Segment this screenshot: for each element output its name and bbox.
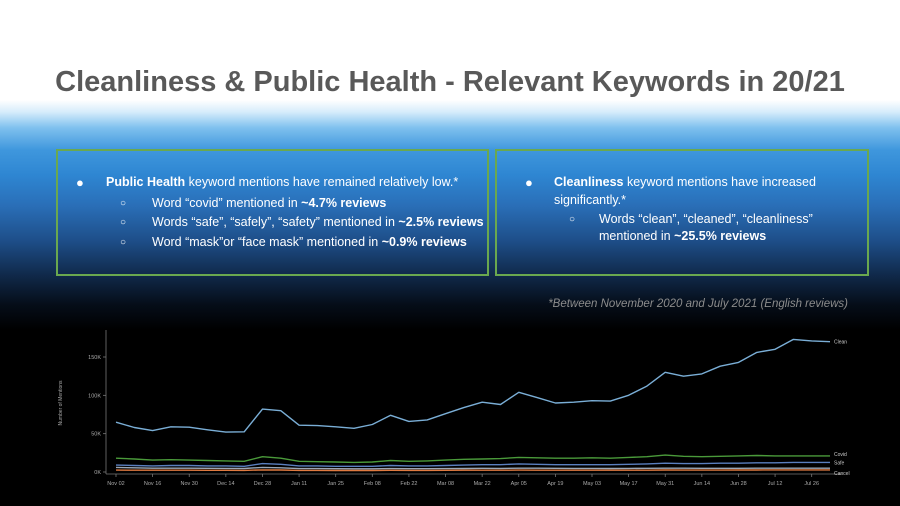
x-tick-label: Mar 08: [437, 481, 454, 487]
x-tick-label: Apr 19: [547, 481, 563, 487]
bullet-icon: ●: [525, 175, 533, 190]
sub-bullet-icon: ○: [120, 217, 127, 228]
series-line-cancel: [115, 469, 830, 472]
x-tick-label: Mar 22: [474, 481, 491, 487]
x-tick-label: May 17: [620, 481, 638, 487]
covid-stat: Word “covid” mentioned in ~4.7% reviews: [152, 196, 386, 210]
cleanliness-text: keyword mentions have increased: [623, 175, 816, 189]
series-line-safe: [115, 461, 830, 468]
y-axis-label: Number of Mentions: [58, 380, 64, 426]
x-tick-label: Feb 08: [364, 481, 381, 487]
x-tick-label: Apr 05: [511, 481, 527, 487]
keyword-mentions-chart: 0K 50K 100K 150K Number of Mentions Nov 02 Nov…: [58, 330, 850, 487]
y-tick-label: 150K: [88, 355, 101, 361]
covid-stat-text: Word “covid” mentioned in: [152, 196, 302, 210]
series-line-covid: [115, 454, 830, 464]
x-tick-label: Jun 14: [694, 481, 711, 487]
mask-stat-text: Word “mask”or “face mask” mentioned in: [152, 235, 382, 249]
mask-stat: Word “mask”or “face mask” mentioned in ~…: [152, 235, 467, 249]
cleanliness-box: ● Cleanliness keyword mentions have incr…: [495, 149, 869, 276]
x-tick-label: May 31: [656, 481, 674, 487]
series-label-cancel: Cancel: [834, 471, 850, 477]
series-line-mask: [115, 466, 830, 470]
clean-stat-line1: Words “clean”, “cleaned”, “cleanliness”: [599, 212, 813, 226]
clean-stat-text: mentioned in: [599, 229, 675, 243]
public-health-box: ● Public Health keyword mentions have re…: [56, 149, 489, 276]
footnote: *Between November 2020 and July 2021 (En…: [548, 298, 848, 310]
covid-stat-value: ~4.7% reviews: [301, 196, 387, 210]
x-tick-label: Dec 28: [254, 481, 271, 487]
mask-stat-value: ~0.9% reviews: [381, 235, 467, 249]
cleanliness-summary-cont: significantly.*: [554, 193, 627, 207]
series-label-clean: Clean: [834, 340, 847, 346]
safe-stat-value: ~2.5% reviews: [398, 215, 484, 229]
series-label-covid: Covid: [834, 452, 847, 458]
x-tick-label: Jul 26: [804, 481, 819, 487]
x-tick-label: Jan 11: [291, 481, 307, 487]
x-tick-label: Nov 16: [144, 481, 161, 487]
cleanliness-label: Cleanliness: [554, 175, 624, 189]
clean-stat-value: ~25.5% reviews: [674, 229, 767, 243]
clean-stat-line2: mentioned in ~25.5% reviews: [599, 229, 766, 243]
x-tick-label: Nov 30: [181, 481, 198, 487]
x-tick-label: Jun 28: [730, 481, 747, 487]
bullet-icon: ●: [76, 175, 84, 190]
sub-bullet-icon: ○: [120, 198, 127, 209]
series-label-safe: Safe: [834, 460, 845, 466]
y-tick-label: 100K: [88, 393, 101, 399]
sub-bullet-icon: ○: [569, 214, 576, 225]
series-line-clean: [115, 338, 831, 433]
page-title: Cleanliness & Public Health - Relevant K…: [55, 66, 845, 98]
x-tick-label: Jan 25: [327, 481, 344, 487]
public-health-label: Public Health: [106, 175, 186, 189]
x-tick-label: Dec 14: [217, 481, 234, 487]
safe-stat: Words “safe”, “safely”, “safety” mention…: [152, 215, 484, 229]
y-tick-label: 50K: [91, 432, 101, 438]
x-tick-label: Nov 02: [107, 481, 124, 487]
x-tick-label: May 03: [583, 481, 601, 487]
cleanliness-summary: Cleanliness keyword mentions have increa…: [554, 175, 816, 189]
y-tick-label: 0K: [94, 470, 101, 476]
x-tick-label: Feb 22: [400, 481, 417, 487]
public-health-summary: Public Health keyword mentions have rema…: [106, 175, 458, 189]
x-tick-label: Jul 12: [768, 481, 783, 487]
public-health-text: keyword mentions have remained relativel…: [185, 175, 459, 189]
sub-bullet-icon: ○: [120, 237, 127, 248]
safe-stat-text: Words “safe”, “safely”, “safety” mention…: [152, 215, 399, 229]
